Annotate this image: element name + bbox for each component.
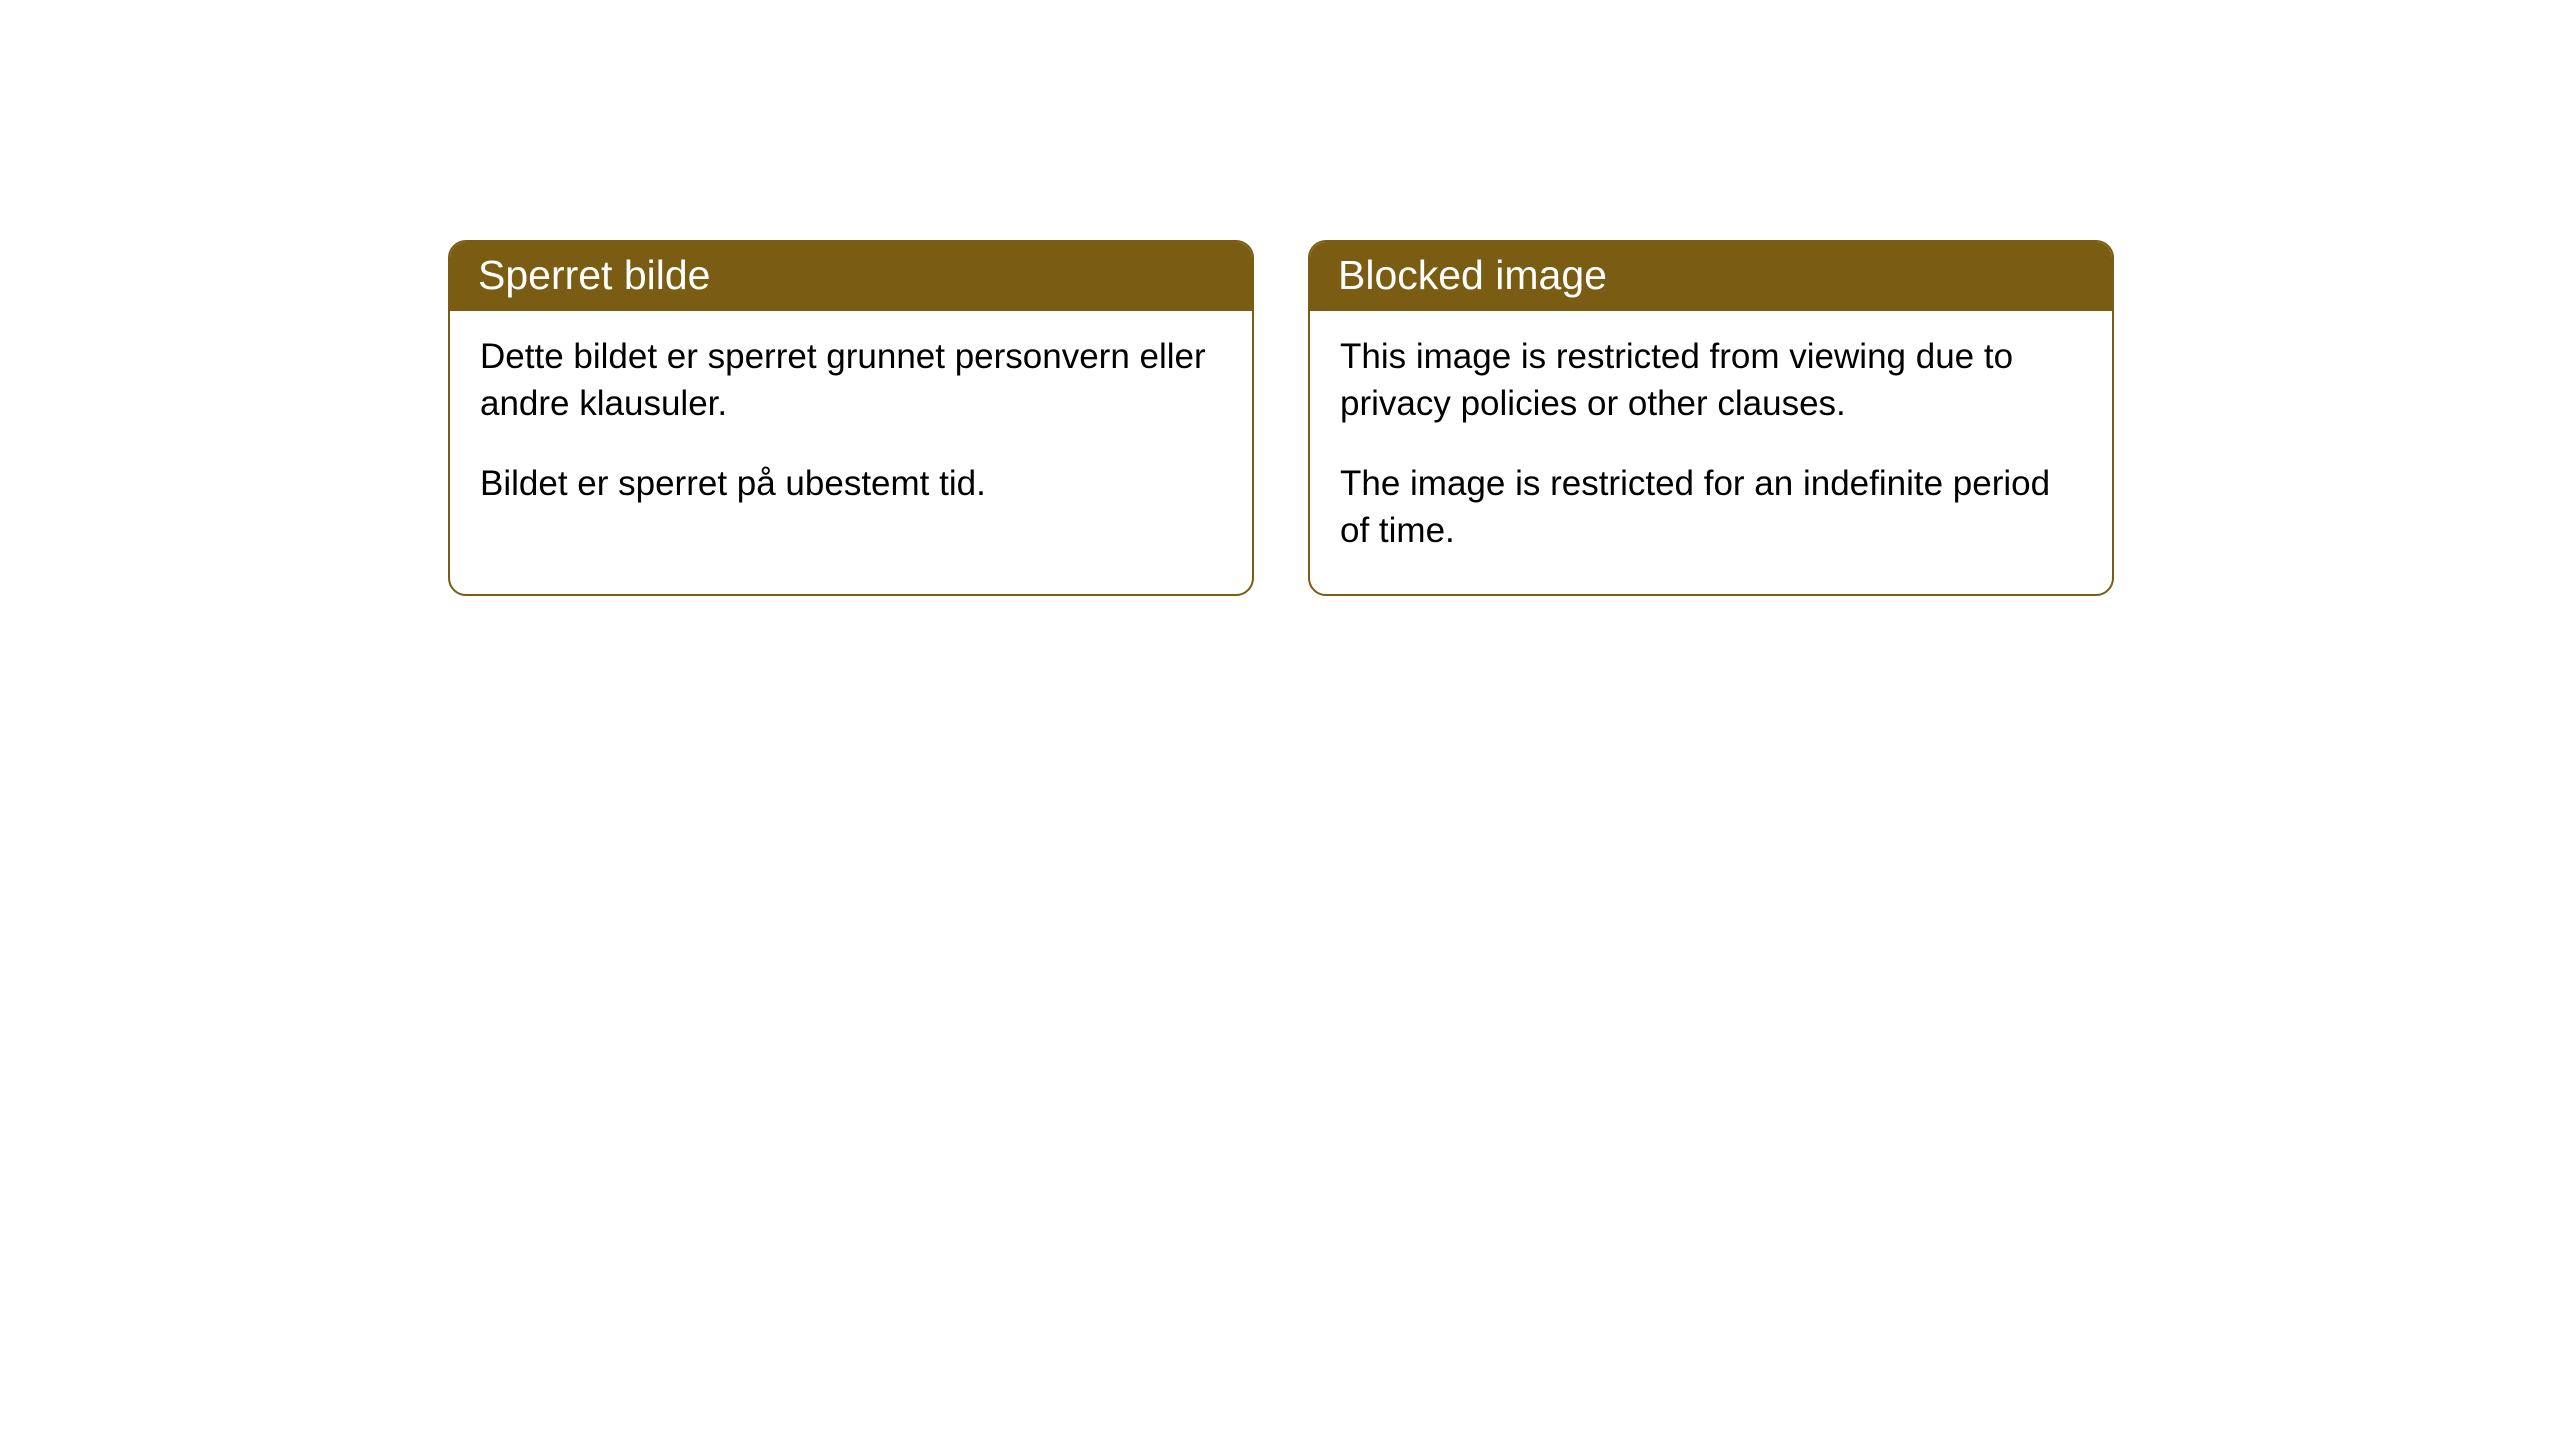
card-paragraph: Dette bildet er sperret grunnet personve… (480, 333, 1222, 428)
card-paragraph: Bildet er sperret på ubestemt tid. (480, 460, 1222, 507)
card-header: Sperret bilde (450, 242, 1252, 311)
blocked-image-card-norwegian: Sperret bilde Dette bildet er sperret gr… (448, 240, 1254, 596)
blocked-image-card-english: Blocked image This image is restricted f… (1308, 240, 2114, 596)
card-paragraph: This image is restricted from viewing du… (1340, 333, 2082, 428)
card-paragraph: The image is restricted for an indefinit… (1340, 460, 2082, 555)
card-title: Sperret bilde (478, 252, 710, 298)
card-body: This image is restricted from viewing du… (1310, 311, 2112, 594)
notice-cards-container: Sperret bilde Dette bildet er sperret gr… (448, 240, 2114, 596)
card-body: Dette bildet er sperret grunnet personve… (450, 311, 1252, 547)
card-title: Blocked image (1338, 252, 1607, 298)
card-header: Blocked image (1310, 242, 2112, 311)
